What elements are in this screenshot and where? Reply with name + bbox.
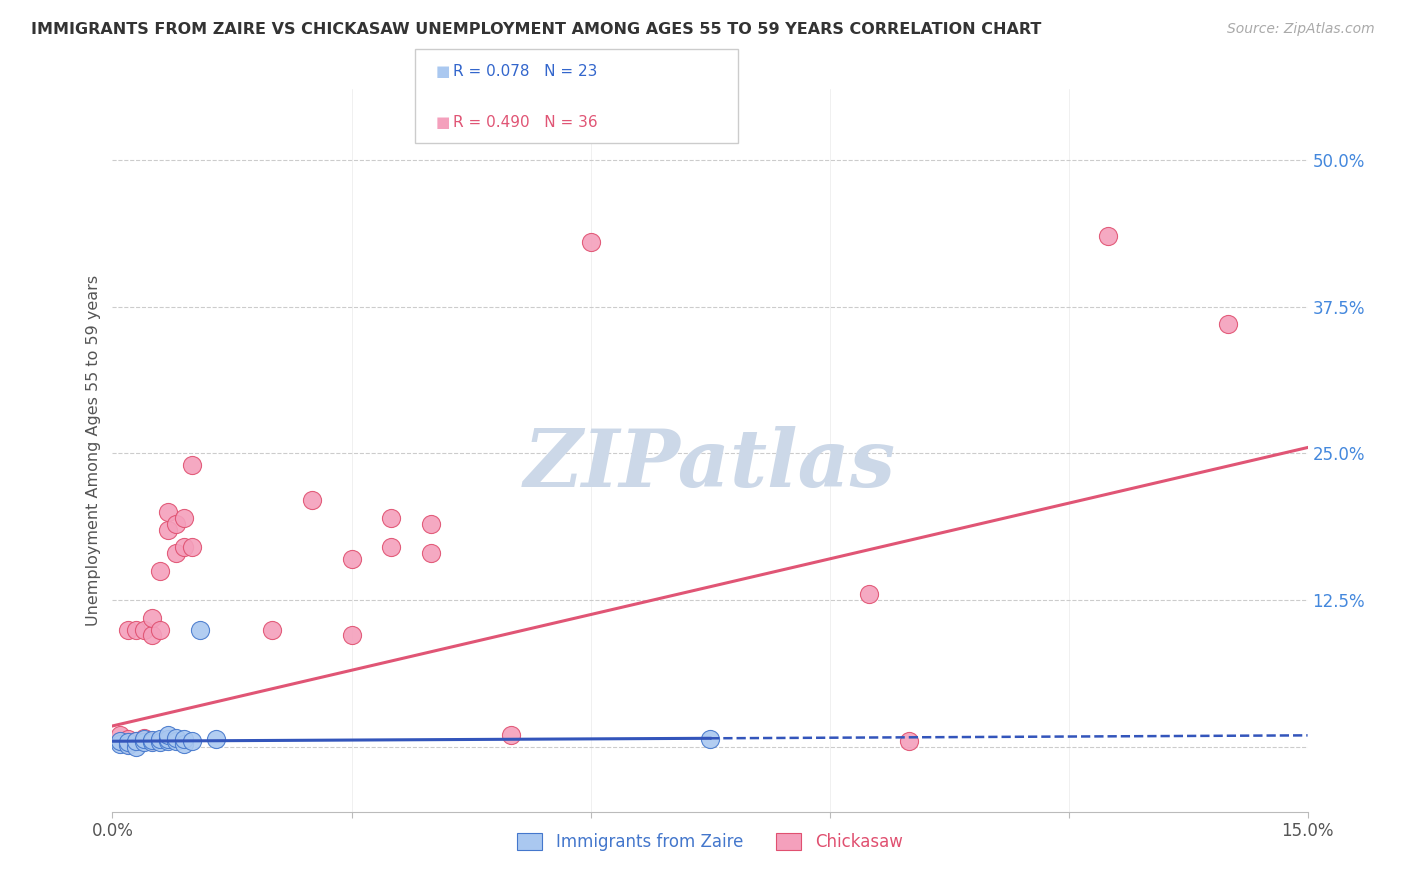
Point xyxy=(110,737,132,751)
Point xyxy=(149,564,172,578)
Text: IMMIGRANTS FROM ZAIRE VS CHICKASAW UNEMPLOYMENT AMONG AGES 55 TO 59 YEARS CORREL: IMMIGRANTS FROM ZAIRE VS CHICKASAW UNEMP… xyxy=(31,22,1042,37)
Point xyxy=(858,587,880,601)
Point xyxy=(165,731,187,745)
Point xyxy=(181,734,204,748)
Point xyxy=(420,516,443,531)
Point xyxy=(149,731,172,746)
Point xyxy=(141,734,163,748)
Text: R = 0.490   N = 36: R = 0.490 N = 36 xyxy=(453,115,598,129)
Point xyxy=(301,493,323,508)
Point xyxy=(188,623,211,637)
Point xyxy=(157,505,180,519)
Point xyxy=(157,523,180,537)
Point xyxy=(134,731,156,745)
Point xyxy=(499,728,522,742)
Point xyxy=(117,731,139,746)
Text: ■: ■ xyxy=(436,115,450,129)
Point xyxy=(134,735,156,749)
Point xyxy=(1216,317,1239,331)
Point xyxy=(117,737,139,751)
Text: Source: ZipAtlas.com: Source: ZipAtlas.com xyxy=(1227,22,1375,37)
Point xyxy=(117,738,139,752)
Y-axis label: Unemployment Among Ages 55 to 59 years: Unemployment Among Ages 55 to 59 years xyxy=(86,275,101,626)
Point xyxy=(260,623,283,637)
Point xyxy=(420,546,443,560)
Point xyxy=(149,735,172,749)
Point xyxy=(125,734,148,748)
Point xyxy=(141,733,163,747)
Point xyxy=(157,731,180,746)
Point xyxy=(165,516,187,531)
Point xyxy=(141,628,163,642)
Point xyxy=(181,541,204,555)
Text: ZIPatlas: ZIPatlas xyxy=(524,426,896,504)
Text: R = 0.078   N = 23: R = 0.078 N = 23 xyxy=(453,64,598,78)
Point xyxy=(340,628,363,642)
Point xyxy=(173,541,195,555)
Point xyxy=(110,734,132,748)
Point xyxy=(157,734,180,748)
Point xyxy=(699,731,721,746)
Text: ■: ■ xyxy=(436,64,450,78)
Point xyxy=(165,546,187,560)
Point xyxy=(173,737,195,751)
Point xyxy=(173,511,195,525)
Point xyxy=(340,552,363,566)
Point xyxy=(380,511,402,525)
Point xyxy=(117,623,139,637)
Legend: Immigrants from Zaire, Chickasaw: Immigrants from Zaire, Chickasaw xyxy=(510,826,910,857)
Point xyxy=(898,734,921,748)
Point xyxy=(165,734,187,748)
Point xyxy=(173,731,195,746)
Point xyxy=(110,728,132,742)
Point xyxy=(579,235,602,249)
Point xyxy=(149,623,172,637)
Point xyxy=(117,735,139,749)
Point xyxy=(141,735,163,749)
Point xyxy=(110,734,132,748)
Point xyxy=(1097,229,1119,244)
Point xyxy=(181,458,204,472)
Point xyxy=(125,734,148,748)
Point xyxy=(380,541,402,555)
Point xyxy=(205,731,228,746)
Point xyxy=(125,623,148,637)
Point xyxy=(125,740,148,755)
Point xyxy=(134,623,156,637)
Point xyxy=(134,731,156,746)
Point xyxy=(141,611,163,625)
Point xyxy=(157,728,180,742)
